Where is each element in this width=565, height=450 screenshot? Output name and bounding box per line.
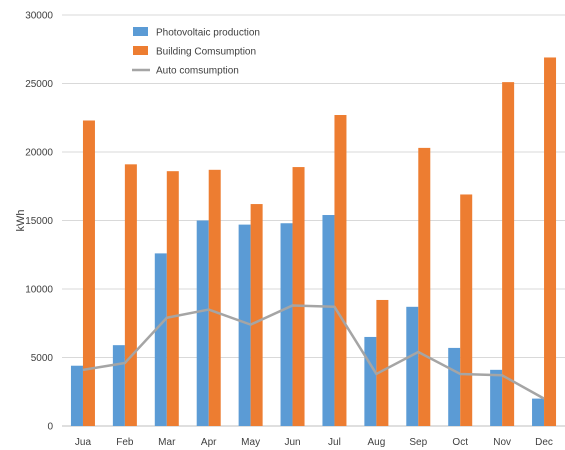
- x-tick-label: Jua: [75, 437, 92, 448]
- line-auto-consumption: [82, 304, 545, 400]
- legend-label: Auto comsumption: [156, 66, 239, 77]
- bar-photovoltaic: [448, 347, 461, 426]
- legend-swatch: [133, 46, 148, 55]
- bar-building: [502, 82, 515, 426]
- gridlines: [62, 14, 565, 427]
- bar-building: [82, 120, 95, 427]
- y-tick-label: 30000: [25, 11, 53, 22]
- bar-photovoltaic: [490, 369, 503, 426]
- bar-building: [166, 171, 179, 426]
- x-tick-label: Sep: [409, 437, 427, 448]
- bar-building: [250, 204, 263, 426]
- y-tick-label: 0: [47, 422, 53, 433]
- bar-photovoltaic: [196, 220, 209, 426]
- x-tick-label: Feb: [116, 437, 134, 448]
- x-tick-label: Apr: [201, 437, 217, 448]
- legend-label: Building Comsumption: [156, 47, 256, 58]
- bar-building: [208, 169, 221, 426]
- x-tick-label: May: [241, 437, 260, 448]
- y-tick-label: 25000: [25, 79, 53, 90]
- bars: [70, 57, 557, 427]
- bar-building: [544, 57, 557, 426]
- line-series: [82, 304, 545, 400]
- x-tick-label: Oct: [452, 437, 468, 448]
- x-tick-label: Jun: [284, 437, 300, 448]
- bar-photovoltaic: [364, 336, 377, 426]
- bar-building: [460, 194, 473, 426]
- bar-photovoltaic: [532, 398, 545, 426]
- bar-photovoltaic: [238, 224, 251, 426]
- y-tick-label: 15000: [25, 216, 53, 227]
- bar-photovoltaic: [322, 215, 335, 426]
- x-tick-label: Aug: [367, 437, 385, 448]
- bar-building: [124, 164, 137, 426]
- x-tick-label: Nov: [493, 437, 511, 448]
- bar-building: [292, 167, 305, 426]
- bar-photovoltaic: [406, 306, 419, 426]
- y-tick-label: 20000: [25, 148, 53, 159]
- x-tick-label: Dec: [535, 437, 553, 448]
- x-tick-labels: Jua Feb Mar Apr May Jun Jul Aug Sep Oct Nov Dec: [75, 437, 553, 448]
- legend-swatch: [133, 27, 148, 36]
- bar-photovoltaic: [280, 223, 293, 426]
- bar-building: [376, 299, 389, 426]
- y-tick-labels: 0 5000 10000 15000 20000 25000 30000: [25, 11, 53, 433]
- bar-photovoltaic: [154, 253, 167, 426]
- bar-building: [334, 115, 347, 426]
- legend-label: Photovoltaic production: [156, 28, 260, 39]
- bar-photovoltaic: [112, 345, 125, 426]
- x-tick-label: Mar: [158, 437, 176, 448]
- x-tick-label: Jul: [328, 437, 341, 448]
- y-tick-label: 5000: [31, 353, 54, 364]
- bar-building: [418, 147, 431, 426]
- y-axis-title: kWh: [15, 210, 27, 232]
- bar-photovoltaic: [70, 365, 83, 426]
- y-tick-label: 10000: [25, 285, 53, 296]
- legend: Photovoltaic production Building Comsumpt…: [132, 27, 260, 77]
